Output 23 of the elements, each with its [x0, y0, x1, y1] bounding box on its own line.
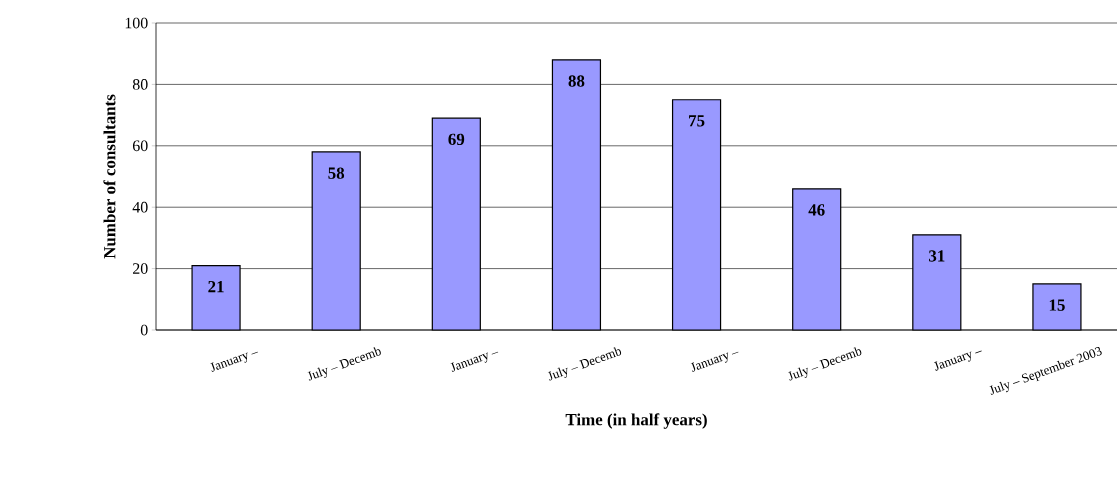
- y-tick-label: 0: [140, 324, 148, 336]
- data-label: 31: [928, 250, 945, 262]
- y-tick-label: 20: [132, 263, 148, 274]
- y-tick-label: 60: [132, 140, 148, 152]
- x-axis-title: Time (in half years): [565, 413, 707, 429]
- y-tick-label: 100: [125, 17, 148, 29]
- x-tick-label: January –: [450, 351, 499, 372]
- x-tick-label: July – Decemb: [788, 347, 862, 381]
- data-label: 58: [328, 167, 345, 179]
- data-label: 15: [1049, 299, 1065, 311]
- x-tick-label: January –: [690, 351, 739, 372]
- y-tick-label: 40: [132, 201, 148, 213]
- data-label: 21: [208, 281, 224, 293]
- y-tick-label: 80: [132, 79, 148, 90]
- x-tick-label: January –: [934, 350, 982, 371]
- x-tick-label: January –: [210, 351, 258, 372]
- data-label: 75: [689, 115, 705, 127]
- data-label: 88: [568, 75, 585, 87]
- x-tick-label: July – Decemb: [547, 347, 622, 381]
- y-axis-title: Number of consultants: [103, 94, 116, 259]
- data-label: 69: [448, 133, 465, 146]
- data-label: 46: [808, 204, 825, 216]
- x-tick-label: July – Decemb: [307, 347, 381, 381]
